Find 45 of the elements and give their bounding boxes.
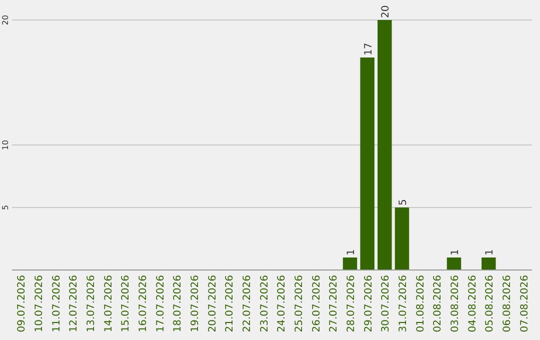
data-label: 5 <box>398 199 409 206</box>
x-tick-label: 20.07.2026 <box>207 275 218 332</box>
x-tick-label: 02.08.2026 <box>432 275 444 332</box>
x-tick-label: 19.07.2026 <box>190 275 201 332</box>
x-tick-label: 06.08.2026 <box>502 275 513 332</box>
x-tick-label: 21.07.2026 <box>224 275 236 332</box>
bar <box>342 258 358 270</box>
data-label: 17 <box>363 42 374 56</box>
x-tick-label: 25.07.2026 <box>294 275 305 332</box>
x-tick-label: 29.07.2026 <box>363 275 374 332</box>
x-tick-label: 12.07.2026 <box>68 275 80 332</box>
bar <box>360 58 374 270</box>
x-tick-label: 26.07.2026 <box>311 275 322 332</box>
data-label: 20 <box>380 5 392 18</box>
y-tick-label: 10 <box>1 140 10 150</box>
x-tick-label: 04.08.2026 <box>467 275 478 332</box>
x-tick-label: 05.08.2026 <box>484 275 496 332</box>
x-tick-label: 23.07.2026 <box>259 275 270 332</box>
bar <box>482 258 496 270</box>
y-tick-label: 5 <box>1 204 10 210</box>
x-tick-label: 31.07.2026 <box>398 275 409 332</box>
data-label: 1 <box>346 249 357 256</box>
bar <box>378 20 392 270</box>
x-tick-label: 22.07.2026 <box>242 275 253 332</box>
x-tick-label: 24.07.2026 <box>276 275 288 332</box>
x-tick-label: 13.07.2026 <box>86 275 97 332</box>
x-tick-label: 18.07.2026 <box>172 275 184 332</box>
x-tick-label: 30.07.2026 <box>380 275 392 332</box>
x-tick-label: 03.08.2026 <box>450 275 461 332</box>
x-tick-label: 07.08.2026 <box>519 275 530 332</box>
bar <box>394 208 410 270</box>
x-tick-label: 09.07.2026 <box>16 275 28 332</box>
x-tick-label: 16.07.2026 <box>138 275 149 332</box>
data-label: 1 <box>484 249 496 256</box>
x-tick-label: 10.07.2026 <box>34 275 45 332</box>
data-label: 1 <box>450 249 461 256</box>
x-tick-label: 27.07.2026 <box>328 275 340 332</box>
x-tick-label: 11.07.2026 <box>51 275 62 332</box>
y-tick-label: 20 <box>1 14 10 26</box>
x-tick-label: 15.07.2026 <box>120 275 132 332</box>
x-tick-label: 01.08.2026 <box>415 275 426 332</box>
x-tick-label: 14.07.2026 <box>103 275 114 332</box>
x-tick-label: 17.07.2026 <box>155 275 166 332</box>
x-tick-label: 28.07.2026 <box>346 275 357 332</box>
bar <box>446 258 462 270</box>
